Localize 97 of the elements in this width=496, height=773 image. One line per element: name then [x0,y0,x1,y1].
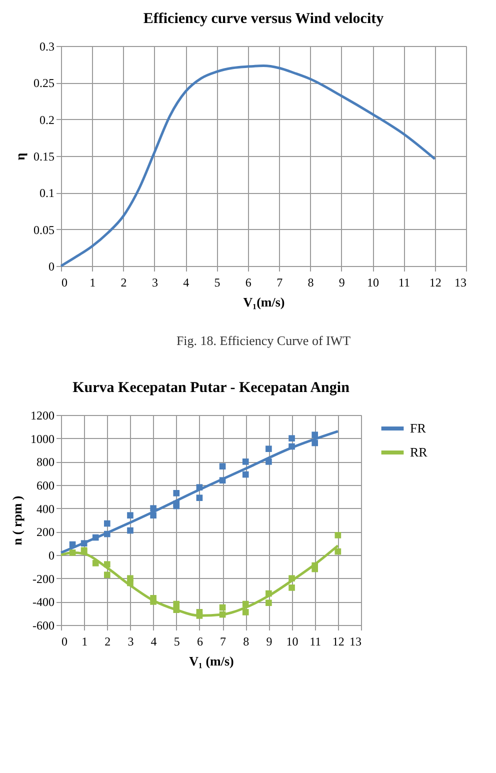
x-tick-label: 3 [128,634,134,648]
x-tick-label: 8 [243,634,250,648]
x-tick-label: 11 [398,276,410,290]
point [334,548,342,555]
x-tick-label: 5 [214,276,220,290]
point [127,580,134,586]
x-tick-label: 11 [310,634,322,648]
x-tick-label: 0 [62,634,68,648]
legend-label: RR [410,444,428,460]
point [219,463,226,470]
x-tick-label: 13 [350,634,362,648]
y-tick-label: -600 [32,618,54,632]
legend-label: FR [410,420,426,436]
point [196,494,203,501]
point [104,520,110,527]
point [196,484,203,490]
x-tick-label: 9 [266,634,272,648]
x-tick-label: 7 [276,276,283,290]
point [173,490,180,496]
point [312,440,318,446]
y-axis-title: η [12,152,28,160]
point [334,532,342,538]
point [219,604,226,611]
point [288,584,295,591]
point [173,502,180,510]
point [219,477,226,484]
chart-title: Kurva Kecepatan Putar - Kecepatan Angin [72,380,350,396]
point [242,600,249,608]
x-tick-label: 10 [367,276,380,290]
y-tick-label: 600 [36,478,54,492]
x-axis-title: V₁ (m/s) [189,654,234,668]
x-tick-label: 6 [196,634,203,648]
x-axis-title: V₁(m/s) [243,294,285,310]
point [80,540,88,546]
x-tick-label: 9 [338,276,345,290]
point [288,575,295,582]
point [69,541,76,548]
x-tick-label: 8 [308,276,314,290]
point [150,505,156,512]
x-tick-label: 10 [286,634,298,648]
y-tick-label: 0.3 [40,40,54,54]
x-tick-label: 4 [150,634,157,648]
point [104,530,110,538]
point [266,458,272,465]
x-tick-label: 12 [429,276,442,290]
point [266,446,272,452]
caption: Fig. 18. Efficiency Curve of IWT [176,333,351,348]
y-tick-label: 1000 [30,432,54,446]
y-tick-label: 0.25 [34,76,54,90]
y-tick-label: 0.2 [40,112,54,127]
x-tick-label: 12 [332,634,344,648]
line-series [60,64,436,268]
point [92,534,99,541]
x-tick-label: 3 [152,276,158,290]
point [242,471,249,478]
point [127,512,134,518]
point [173,606,180,613]
x-tick-label: 2 [120,276,127,290]
line-series [60,430,340,554]
point [127,527,134,534]
point [150,598,156,605]
x-tick-label: 1 [82,634,88,648]
y-axis-title: n ( rpm ) [10,496,24,546]
y-tick-label: 200 [36,525,54,540]
x-tick-label: 0 [62,276,68,290]
point [266,590,272,597]
point [242,609,249,616]
y-tick-label: 0 [48,260,54,274]
x-tick-label: 2 [104,634,111,648]
x-tick-label: 4 [183,276,190,290]
point [266,600,272,606]
point [288,435,295,442]
point [104,572,110,578]
y-tick-label: 0.15 [34,150,54,164]
x-tick-label: 1 [90,276,96,290]
y-tick-label: 0 [48,548,54,562]
y-tick-label: 400 [36,502,54,516]
y-tick-label: 0.05 [34,222,54,237]
point [69,550,76,556]
y-tick-label: -400 [32,595,54,610]
x-tick-label: 13 [454,276,466,290]
x-tick-label: 5 [174,634,180,648]
point [288,443,295,450]
point [312,432,318,438]
point [242,458,249,465]
y-tick-label: 0.1 [40,186,54,200]
x-tick-label: 6 [245,276,252,290]
y-tick-label: -200 [32,572,54,586]
point [150,512,156,518]
point [92,560,99,566]
point [104,561,110,568]
y-tick-label: 800 [36,455,54,470]
y-tick-label: 1200 [30,408,54,422]
point [219,611,226,618]
point [196,612,203,619]
chart-title: Efficiency curve versus Wind velocity [143,11,384,27]
x-tick-label: 7 [220,634,226,648]
